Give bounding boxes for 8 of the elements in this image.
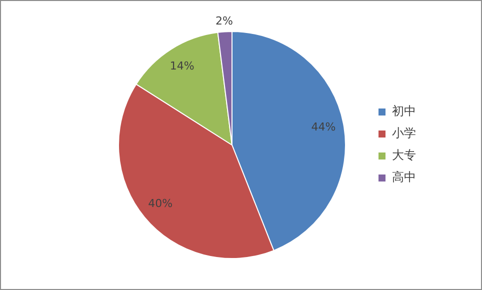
- data-label: 2%: [216, 14, 233, 28]
- data-label: 40%: [148, 197, 173, 210]
- legend-label: 小学: [392, 126, 416, 140]
- legend-label: 初中: [392, 104, 416, 118]
- legend-label: 高中: [392, 170, 416, 184]
- data-label: 14%: [170, 59, 194, 72]
- legend-label: 大专: [392, 148, 416, 162]
- data-label: 44%: [311, 120, 336, 134]
